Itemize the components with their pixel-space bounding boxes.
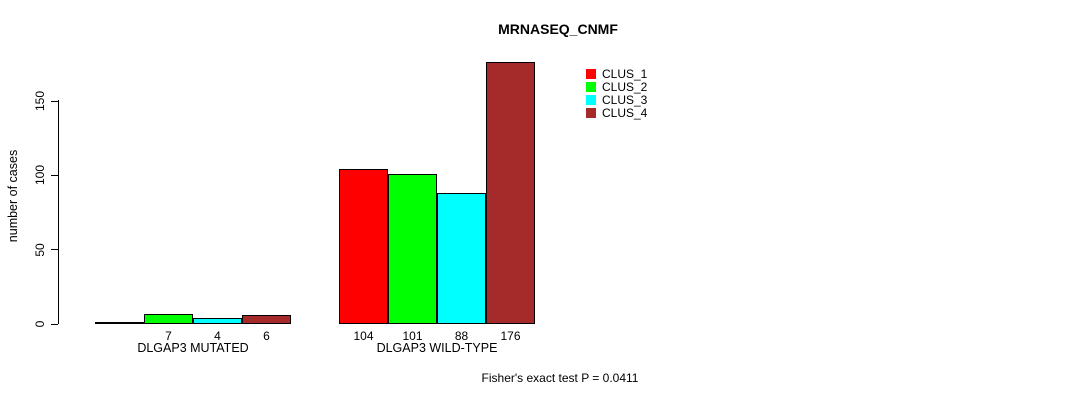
bar-clus_4 bbox=[242, 315, 291, 324]
legend-label: CLUS_4 bbox=[602, 105, 648, 120]
y-axis-line bbox=[58, 100, 59, 324]
bar-value-label: 6 bbox=[263, 329, 270, 343]
bar-value-label: 7 bbox=[165, 329, 172, 343]
legend-label: CLUS_3 bbox=[602, 92, 648, 107]
y-tick-mark bbox=[51, 249, 58, 251]
legend-item-clus_1: CLUS_1 bbox=[586, 66, 648, 81]
bar-clus_4 bbox=[486, 62, 535, 324]
bar-clus_1-zero bbox=[95, 322, 144, 324]
bar-clus_2 bbox=[388, 174, 437, 324]
legend-item-clus_3: CLUS_3 bbox=[586, 92, 648, 107]
legend-swatch-icon bbox=[586, 107, 596, 118]
legend-swatch-icon bbox=[586, 68, 596, 79]
legend-item-clus_2: CLUS_2 bbox=[586, 79, 648, 94]
bar-value-label: 88 bbox=[454, 329, 469, 343]
bar-clus_1 bbox=[339, 169, 388, 324]
bar-clus_3 bbox=[437, 193, 486, 324]
y-tick-mark bbox=[51, 100, 58, 102]
y-tick-label: 50 bbox=[33, 242, 47, 257]
x-category-label: DLGAP3 MUTATED bbox=[137, 341, 249, 355]
legend-swatch-icon bbox=[586, 94, 596, 105]
x-category-label: DLGAP3 WILD-TYPE bbox=[376, 341, 498, 355]
bar-value-label: 4 bbox=[214, 329, 221, 343]
legend-label: CLUS_2 bbox=[602, 79, 648, 94]
legend-swatch-icon bbox=[586, 81, 596, 92]
bar-value-label: 176 bbox=[500, 329, 521, 343]
y-axis-label: number of cases bbox=[6, 149, 20, 243]
y-tick-mark bbox=[51, 323, 58, 325]
y-tick-label: 0 bbox=[33, 320, 47, 328]
y-tick-label: 150 bbox=[33, 90, 47, 112]
legend-label: CLUS_1 bbox=[602, 66, 648, 81]
bar-value-label: 104 bbox=[353, 329, 374, 343]
bar-clus_3 bbox=[193, 318, 242, 324]
legend-item-clus_4: CLUS_4 bbox=[586, 105, 648, 120]
y-tick-label: 100 bbox=[33, 165, 47, 186]
fisher-test-annotation: Fisher's exact test P = 0.0411 bbox=[481, 371, 639, 385]
y-tick-mark bbox=[51, 174, 58, 176]
bar-clus_2 bbox=[144, 314, 193, 324]
bar-value-label: 101 bbox=[402, 329, 423, 343]
chart-title: MRNASEQ_CNMF bbox=[498, 21, 618, 37]
